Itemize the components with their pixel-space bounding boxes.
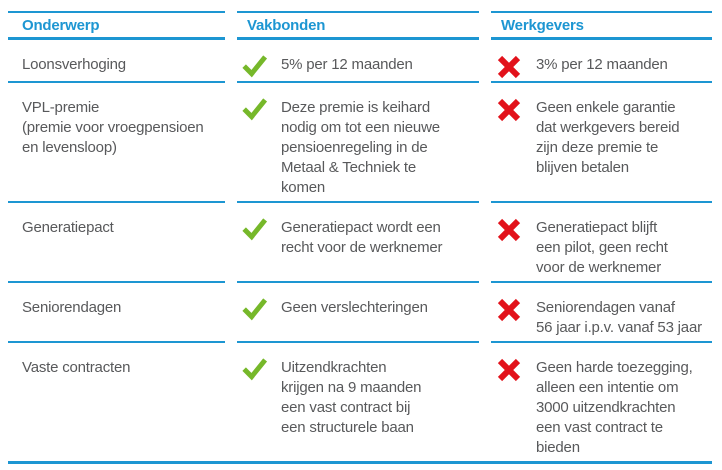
column-header-label: Vakbonden	[247, 17, 326, 34]
column-header-label: Werkgevers	[501, 17, 584, 34]
werkgevers-text: Geen harde toezegging, alleen een intent…	[536, 359, 693, 456]
werkgevers-text: Seniorendagen vanaf 56 jaar i.p.v. vanaf…	[536, 299, 702, 336]
vakbonden-cell: Generatiepact wordt een recht voor de we…	[237, 203, 479, 283]
cross-icon	[497, 218, 521, 278]
topic-cell: VPL-premie (premie voor vroegpensioen en…	[8, 83, 225, 203]
vakbonden-cell: Deze premie is keihard nodig om tot een …	[237, 83, 479, 203]
check-icon	[242, 358, 268, 458]
check-icon	[242, 98, 268, 198]
werkgevers-text: Generatiepact blijft een pilot, geen rec…	[536, 219, 668, 276]
werkgevers-cell: Generatiepact blijft een pilot, geen rec…	[491, 203, 712, 283]
column-header-werkgevers: Werkgevers	[491, 11, 712, 40]
vakbonden-text: 5% per 12 maanden	[281, 56, 413, 73]
check-icon	[242, 55, 268, 78]
vakbonden-cell: 5% per 12 maanden	[237, 40, 479, 83]
topic-label: Seniorendagen	[22, 299, 122, 316]
cross-icon	[497, 358, 521, 458]
cross-icon	[497, 55, 521, 79]
vakbonden-cell: Geen verslechteringen	[237, 283, 479, 343]
vakbonden-cell: Uitzendkrachten krijgen na 9 maanden een…	[237, 343, 479, 461]
check-icon	[242, 298, 268, 338]
werkgevers-cell: Geen harde toezegging, alleen een intent…	[491, 343, 712, 461]
column-header-label: Onderwerp	[22, 17, 100, 34]
topic-cell: Loonsverhoging	[8, 40, 225, 83]
topic-cell: Vaste contracten	[8, 343, 225, 461]
topic-cell: Seniorendagen	[8, 283, 225, 343]
werkgevers-text: Geen enkele garantie dat werkgevers bere…	[536, 99, 680, 176]
werkgevers-cell: 3% per 12 maanden	[491, 40, 712, 83]
topic-label: Loonsverhoging	[22, 56, 126, 73]
werkgevers-cell: Geen enkele garantie dat werkgevers bere…	[491, 83, 712, 203]
cross-icon	[497, 98, 521, 198]
column-header-onderwerp: Onderwerp	[8, 11, 225, 40]
vakbonden-text: Geen verslechteringen	[281, 299, 428, 316]
vakbonden-text: Uitzendkrachten krijgen na 9 maanden een…	[281, 359, 422, 436]
topic-label: Generatiepact	[22, 219, 114, 236]
topic-cell: Generatiepact	[8, 203, 225, 283]
werkgevers-text: 3% per 12 maanden	[536, 56, 668, 73]
comparison-table: Onderwerp Vakbonden Werkgevers Loonsverh…	[8, 11, 712, 461]
topic-label: VPL-premie (premie voor vroegpensioen en…	[22, 99, 204, 156]
table-bottom-border	[8, 461, 712, 464]
vakbonden-text: Deze premie is keihard nodig om tot een …	[281, 99, 440, 196]
topic-label: Vaste contracten	[22, 359, 131, 376]
check-icon	[242, 218, 268, 278]
cross-icon	[497, 298, 521, 338]
column-header-vakbonden: Vakbonden	[237, 11, 479, 40]
vakbonden-text: Generatiepact wordt een recht voor de we…	[281, 219, 443, 256]
werkgevers-cell: Seniorendagen vanaf 56 jaar i.p.v. vanaf…	[491, 283, 712, 343]
